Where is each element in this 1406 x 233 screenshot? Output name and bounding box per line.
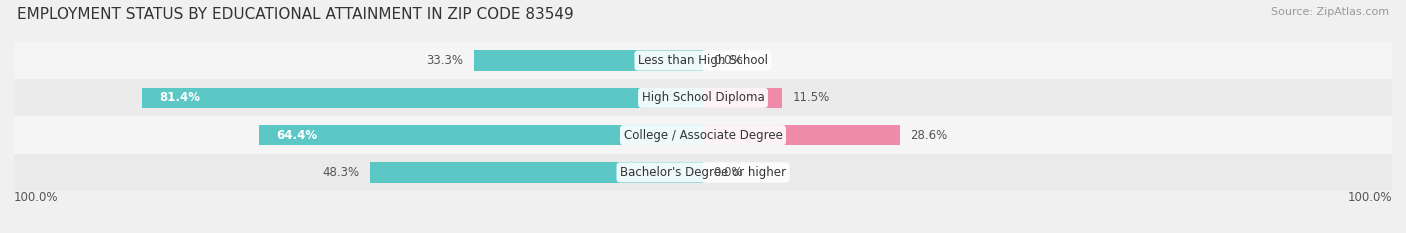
Bar <box>703 88 782 108</box>
Text: Source: ZipAtlas.com: Source: ZipAtlas.com <box>1271 7 1389 17</box>
Bar <box>474 50 703 71</box>
Text: 11.5%: 11.5% <box>793 91 830 104</box>
Text: College / Associate Degree: College / Associate Degree <box>624 129 782 142</box>
Text: 28.6%: 28.6% <box>910 129 948 142</box>
Text: 0.0%: 0.0% <box>713 166 742 179</box>
Text: Bachelor's Degree or higher: Bachelor's Degree or higher <box>620 166 786 179</box>
Text: High School Diploma: High School Diploma <box>641 91 765 104</box>
Bar <box>14 116 1392 154</box>
Bar <box>703 125 900 145</box>
Text: 64.4%: 64.4% <box>277 129 318 142</box>
Bar <box>14 79 1392 116</box>
Text: 100.0%: 100.0% <box>14 191 59 204</box>
Bar <box>370 162 703 183</box>
Bar <box>142 88 703 108</box>
Text: 81.4%: 81.4% <box>159 91 201 104</box>
Bar <box>14 154 1392 191</box>
Text: 0.0%: 0.0% <box>713 54 742 67</box>
Bar <box>14 42 1392 79</box>
Text: EMPLOYMENT STATUS BY EDUCATIONAL ATTAINMENT IN ZIP CODE 83549: EMPLOYMENT STATUS BY EDUCATIONAL ATTAINM… <box>17 7 574 22</box>
Text: 33.3%: 33.3% <box>426 54 463 67</box>
Text: 48.3%: 48.3% <box>323 166 360 179</box>
Text: 100.0%: 100.0% <box>1347 191 1392 204</box>
Bar <box>259 125 703 145</box>
Text: Less than High School: Less than High School <box>638 54 768 67</box>
Legend: In Labor Force, Unemployed: In Labor Force, Unemployed <box>591 230 815 233</box>
